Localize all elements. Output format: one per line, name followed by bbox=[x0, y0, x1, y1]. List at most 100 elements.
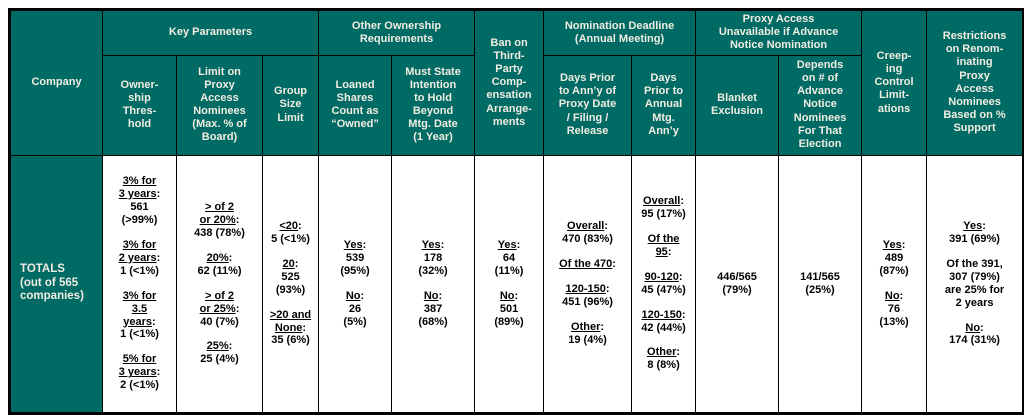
stat-value: 19 (4%) bbox=[568, 333, 607, 346]
stat-label: > of 2 or 20%: bbox=[199, 200, 240, 226]
stat-block: Overall: 95 (17%) bbox=[635, 195, 692, 221]
header-group-size-limit: Group Size Limit bbox=[261, 54, 320, 156]
stat-block: Of the 470: bbox=[547, 258, 628, 271]
stat-label: >20 and None: bbox=[269, 308, 312, 334]
stat-block: 90-120: 45 (47%) bbox=[635, 271, 692, 297]
stat-value: 451 (96%) bbox=[562, 296, 613, 309]
proxy-access-totals-table: Company Key Parameters Other Ownership R… bbox=[8, 8, 1024, 415]
stat-label: Of the 95: bbox=[647, 232, 680, 258]
stat-block: Other: 8 (8%) bbox=[635, 346, 692, 372]
stat-label: 25%: bbox=[206, 340, 233, 353]
stat-value: 2 (<1%) bbox=[120, 379, 159, 392]
stat-block: 446/565 (79%) bbox=[699, 271, 775, 297]
header-depends-advance-notice-nominees: Depends on # of Advance Notice Nominees … bbox=[778, 54, 863, 156]
stat-block: No: 387 (68%) bbox=[395, 290, 471, 329]
stat-label: No: bbox=[345, 289, 365, 302]
stat-block: Yes: 178 (32%) bbox=[395, 239, 471, 278]
stat-block: Yes: 489 (87%) bbox=[865, 239, 923, 278]
stat-label: Of the 470: bbox=[559, 258, 616, 271]
stat-block: Of the 95: bbox=[635, 233, 692, 259]
cell-restrictions-renominating: Yes: 391 (69%) Of the 391, 307 (79%) are 2… bbox=[926, 154, 1024, 414]
stat-value: 45 (47%) bbox=[641, 283, 686, 296]
stat-label: > of 2 or 25%: bbox=[199, 289, 240, 315]
stat-value: 42 (44%) bbox=[641, 321, 686, 334]
table-body: TOTALS (out of 565 companies) 3% for 3 y… bbox=[9, 154, 1024, 414]
stat-block: No: 26 (5%) bbox=[322, 290, 388, 329]
stat-label: Yes: bbox=[421, 238, 445, 251]
totals-row: TOTALS (out of 565 companies) 3% for 3 y… bbox=[9, 154, 1024, 414]
stat-label: Overall: bbox=[643, 194, 685, 207]
stat-block: No: 174 (31%) bbox=[930, 322, 1019, 348]
stat-label: 3% for 3.5 years: bbox=[122, 289, 157, 328]
stat-block: 5% for 3 years: 2 (<1%) bbox=[106, 353, 173, 392]
stat-block: Other: 19 (4%) bbox=[547, 321, 628, 347]
stat-label: Yes: bbox=[963, 219, 986, 232]
stat-block: > of 2 or 20%: 438 (78%) bbox=[180, 201, 259, 240]
cell-group-size-limit: <20: 5 (<1%) 20: 525 (93%) >20 and None: 35 (… bbox=[261, 154, 320, 414]
stat-value: 387 (68%) bbox=[418, 302, 448, 328]
stat-value: 5 (<1%) bbox=[271, 232, 310, 245]
header-ownership-threshold: Owner- ship Thres- hold bbox=[102, 54, 177, 156]
stat-label: Yes: bbox=[882, 238, 906, 251]
cell-ownership-threshold: 3% for 3 years: 561 (>99%) 3% for 2 years:… bbox=[102, 154, 177, 414]
stat-block: <20: 5 (<1%) bbox=[266, 220, 315, 246]
stat-label: No: bbox=[423, 289, 443, 302]
stat-value: 470 (83%) bbox=[562, 233, 613, 246]
stat-block: Yes: 64 (11%) bbox=[478, 239, 540, 278]
stat-block: 120-150: 42 (44%) bbox=[635, 309, 692, 335]
stat-label: <20: bbox=[279, 219, 302, 232]
header-group-other-ownership-requirements: Other Ownership Requirements bbox=[318, 9, 476, 56]
header-ban-third-party-compensation: Ban on Third- Party Comp- ensation Arran… bbox=[474, 9, 545, 156]
cell-days-prior-proxy-date: Overall: 470 (83%) Of the 470: 120-150: 451 … bbox=[543, 154, 633, 414]
stat-value: 8 (8%) bbox=[647, 359, 680, 372]
cell-creeping-control: Yes: 489 (87%) No: 76 (13%) bbox=[861, 154, 928, 414]
table-header: Company Key Parameters Other Ownership R… bbox=[9, 9, 1024, 156]
header-days-prior-annual-mtg: Days Prior to Annual Mtg. Ann’y bbox=[631, 54, 697, 156]
header-company: Company bbox=[9, 9, 103, 156]
stat-block: No: 501 (89%) bbox=[478, 290, 540, 329]
stat-label: 5% for 3 years: bbox=[118, 353, 161, 379]
stat-block: 20: 525 (93%) bbox=[266, 258, 315, 297]
stat-block: No: 76 (13%) bbox=[865, 290, 923, 329]
stat-label: Overall: bbox=[567, 220, 609, 233]
stat-label: 120-150: bbox=[565, 283, 610, 296]
stat-value: 391 (69%) bbox=[949, 232, 1000, 245]
stat-label: Yes: bbox=[497, 238, 521, 251]
header-days-prior-proxy-date: Days Prior to Ann’y of Proxy Date / Fili… bbox=[543, 54, 633, 156]
stat-label: No: bbox=[884, 289, 904, 302]
stat-label: 120-150: bbox=[641, 308, 686, 321]
stat-block: Overall: 470 (83%) bbox=[547, 220, 628, 246]
stat-value: 501 (89%) bbox=[494, 302, 524, 328]
stat-block: >20 and None: 35 (6%) bbox=[266, 309, 315, 348]
stat-block: 3% for 3 years: 561 (>99%) bbox=[106, 175, 173, 227]
stat-block: Yes: 391 (69%) bbox=[930, 220, 1019, 246]
stat-value: 489 (87%) bbox=[879, 251, 909, 277]
stat-block: 120-150: 451 (96%) bbox=[547, 283, 628, 309]
stat-label: Other: bbox=[647, 346, 681, 359]
stat-label: No: bbox=[499, 289, 519, 302]
stat-value: 446/565 (79%) bbox=[717, 270, 757, 296]
stat-label: Yes: bbox=[343, 238, 367, 251]
stat-label: 90-120: bbox=[644, 270, 683, 283]
stat-value: 95 (17%) bbox=[641, 207, 686, 220]
stat-block: 3% for 2 years: 1 (<1%) bbox=[106, 239, 173, 278]
cell-blanket-exclusion: 446/565 (79%) bbox=[695, 154, 780, 414]
cell-days-prior-annual-mtg: Overall: 95 (17%) Of the 95: 90-120: 45 (47%… bbox=[631, 154, 697, 414]
stat-block: Of the 391, 307 (79%) are 25% for 2 year… bbox=[930, 258, 1019, 310]
header-loaned-shares-count: Loaned Shares Count as “Owned” bbox=[318, 54, 393, 156]
stat-block: 25%: 25 (4%) bbox=[180, 340, 259, 366]
cell-loaned-shares: Yes: 539 (95%) No: 26 (5%) bbox=[318, 154, 393, 414]
header-must-state-intention: Must State Intention to Hold Beyond Mtg.… bbox=[391, 54, 476, 156]
header-group-row: Company Key Parameters Other Ownership R… bbox=[9, 9, 1024, 156]
stat-value: Of the 391, 307 (79%) are 25% for 2 year… bbox=[944, 257, 1005, 309]
stat-value: 561 (>99%) bbox=[121, 200, 158, 226]
stat-value: 64 (11%) bbox=[494, 251, 524, 277]
stat-value: 26 (5%) bbox=[343, 302, 367, 328]
stat-value: 141/565 (25%) bbox=[800, 270, 840, 296]
stat-block: Yes: 539 (95%) bbox=[322, 239, 388, 278]
header-group-nomination-deadline: Nomination Deadline (Annual Meeting) bbox=[543, 9, 697, 56]
stat-value: 1 (<1%) bbox=[120, 328, 159, 341]
stat-value: 76 (13%) bbox=[879, 302, 909, 328]
stat-value: 525 (93%) bbox=[275, 270, 306, 296]
stat-value: 1 (<1%) bbox=[120, 264, 159, 277]
